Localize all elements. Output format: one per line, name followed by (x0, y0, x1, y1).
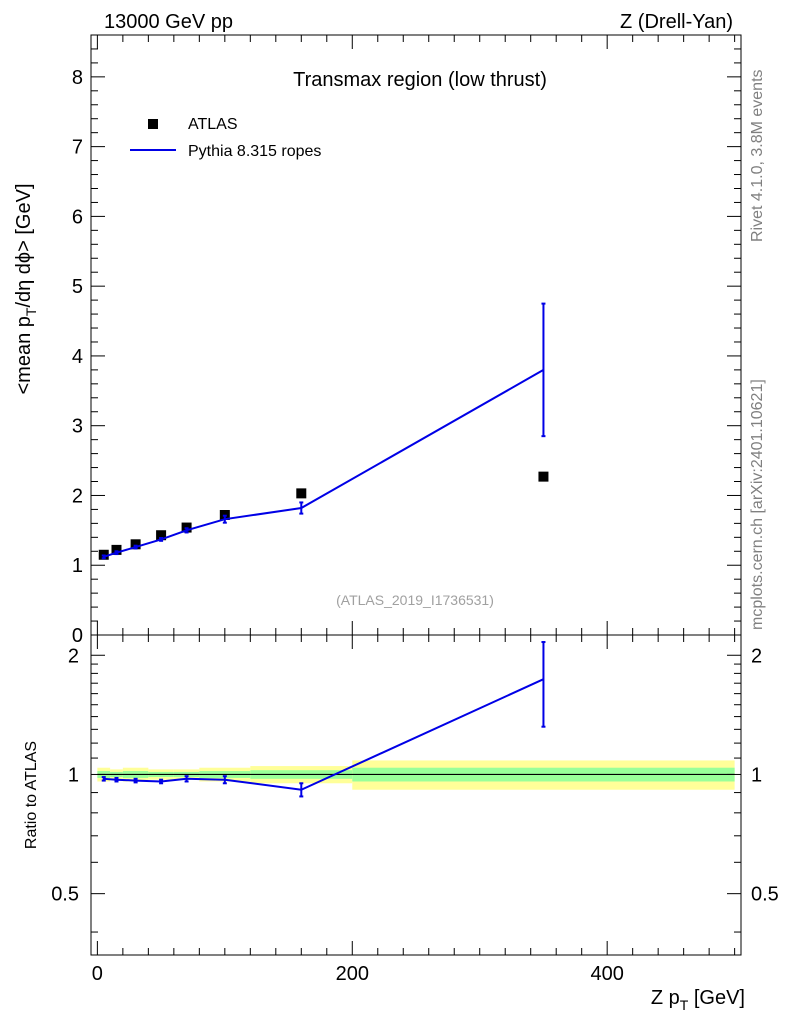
x-axis-label: Z pT [GeV] (651, 987, 745, 1013)
legend-pythia-label: Pythia 8.315 ropes (188, 143, 321, 160)
main-data-marks (98, 302, 549, 560)
main-y-tick-label: 4 (72, 346, 83, 368)
x-label-main: Z p (651, 987, 680, 1009)
rivet-version: Rivet 4.1.0, 3.8M events (749, 69, 766, 242)
ratio-uncertainty-bands (97, 760, 735, 790)
atlas-data-point (130, 539, 141, 550)
ratio-y-tick-label: 1 (68, 764, 79, 786)
ratio-y-tick-label-right: 1 (751, 764, 762, 786)
analysis-id: (ATLAS_2019_I1736531) (336, 592, 494, 608)
source-reference: mcplots.cern.ch [arXiv:2401.10621] (749, 379, 766, 630)
main-y-tick-label: 8 (72, 67, 83, 89)
ratio-y-axis-label: Ratio to ATLAS (23, 741, 40, 849)
main-y-label-main: <mean p (13, 316, 35, 394)
x-label-rest: [GeV] (688, 987, 745, 1009)
main-y-label-sub: T (23, 307, 39, 316)
header-left: 13000 GeV pp (104, 11, 233, 33)
ratio-y-tick-label-right: 0.5 (751, 884, 779, 906)
main-y-tick-label: 6 (72, 206, 83, 228)
ratio-y-tick-label: 0.5 (51, 884, 79, 906)
main-y-tick-label: 0 (72, 625, 83, 647)
x-tick-label: 0 (92, 963, 103, 985)
x-tick-label: 200 (336, 963, 369, 985)
ratio-y-tick-label-right: 2 (751, 645, 762, 667)
main-y-tick-label: 7 (72, 137, 83, 159)
x-tick-label: 400 (590, 963, 623, 985)
legend-atlas-label: ATLAS (188, 116, 238, 133)
ratio-plot-frame-group (90, 634, 742, 956)
ratio-y-tick-label: 2 (68, 645, 79, 667)
atlas-data-point (296, 488, 307, 499)
atlas-data-point (156, 530, 167, 541)
main-y-tick-label: 2 (72, 485, 83, 507)
pythia-line (103, 369, 544, 558)
main-panel: 0 1 2 3 4 5 6 7 8 Transmax region (low thrust) (… (13, 34, 742, 647)
main-y-axis-label: <mean pT/dη dϕ> [GeV] (13, 183, 39, 394)
ratio-panel: 0.5 0.5 1 1 2 2 0 200 400 Ratio to ATLAS Z pT [G… (23, 634, 779, 1013)
ratio-pythia-line (103, 678, 544, 791)
atlas-data-point (538, 471, 549, 482)
atlas-data-point (111, 544, 122, 555)
main-y-tick-label: 3 (72, 416, 83, 438)
main-y-label-rest: /dη dϕ> [GeV] (13, 183, 35, 307)
ratio-axes: 0.5 0.5 1 1 2 2 0 200 400 (51, 635, 779, 985)
header-right: Z (Drell-Yan) (620, 11, 733, 33)
main-axes: 0 1 2 3 4 5 6 7 8 (72, 35, 741, 647)
main-y-tick-label: 1 (72, 555, 83, 577)
legend-atlas-marker (148, 119, 158, 129)
ratio-data-marks (101, 641, 546, 798)
main-y-tick-label: 5 (72, 276, 83, 298)
legend: ATLAS Pythia 8.315 ropes (130, 116, 321, 160)
main-title: Transmax region (low thrust) (293, 69, 547, 91)
ratio-plot-frame (90, 634, 742, 956)
x-label-sub: T (680, 997, 689, 1013)
